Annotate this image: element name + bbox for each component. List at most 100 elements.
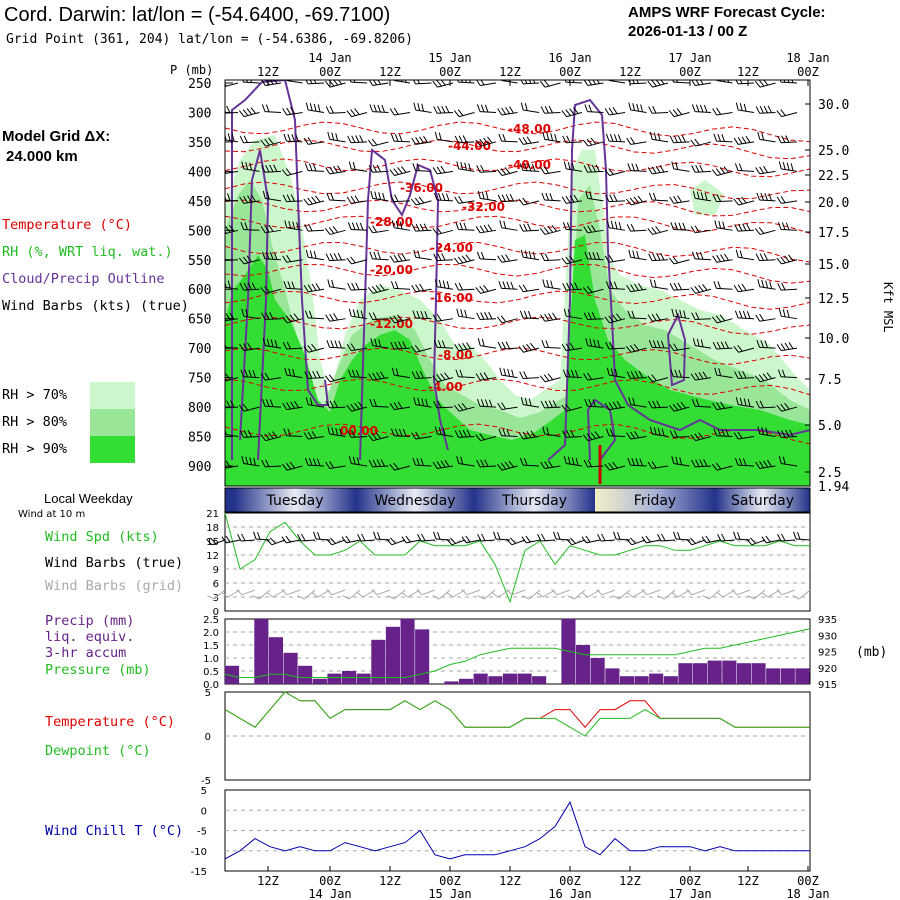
upper-wind-barb [389,401,411,411]
upper-wind-barb [325,252,346,262]
upper-wind-barb [281,461,303,471]
upper-wind-barb-feather [487,224,493,232]
upper-wind-barb-feather [245,309,249,317]
surface-wind-barb-staff [751,539,766,546]
upper-wind-barb-feather [434,426,438,435]
surface-wind-barb-staff [451,539,466,546]
temperature-contour-label: -8.00 [438,348,473,362]
upper-wind-barb-feather [739,103,743,111]
upper-wind-barb-feather [672,256,679,264]
upper-wind-barb-feather [541,339,545,348]
legend-temperature: Temperature (°C) [2,217,133,233]
upper-wind-barb-staff [286,200,303,203]
surface-wind-barb-feather [401,536,407,544]
upper-wind-barb [604,461,626,471]
upper-wind-barb-feather [703,104,708,113]
upper-wind-barb [757,279,776,290]
upper-wind-barb [260,224,282,234]
upper-wind-barb-feather [695,459,700,467]
upper-wind-barb-staff [501,318,518,324]
upper-wind-barb-feather [347,222,352,230]
surface-wind-barb-grid [686,588,706,596]
upper-wind-barb-feather [438,427,442,435]
temperature-contour [225,241,810,263]
weekday-axis-label: Local Weekday [44,491,133,506]
surface-wind-barb-grid [702,589,721,600]
surface-wind-barb-staff [240,539,256,542]
chill-y-tick: -5 [197,827,207,838]
temperature-contour [225,263,810,284]
upper-wind-barb-staff [307,229,325,232]
upper-wind-barb-feather [699,459,704,467]
upper-wind-barb [238,107,260,118]
upper-wind-barb-staff [522,464,540,467]
upper-wind-barb-staff [652,433,669,438]
surface-wind-barb-grid-staff [393,589,406,600]
bottom-hour-label: 00Z [797,874,819,888]
upper-wind-barb [241,308,260,320]
upper-wind-barb-feather [312,163,317,172]
upper-wind-barb-feather [583,373,589,381]
upper-wind-barb-feather [475,434,481,441]
precip-bar [590,658,605,684]
upper-wind-barb-staff [716,227,733,231]
upper-wind-barb [776,109,798,118]
upper-wind-barb [325,106,346,114]
upper-wind-barb-staff [738,347,755,353]
upper-wind-barb-staff [716,347,733,350]
upper-wind-barb-staff [458,228,475,231]
upper-wind-barb [777,369,798,379]
upper-wind-barb-feather [741,283,747,291]
upper-wind-barb-staff [480,141,497,147]
upper-wind-barb-feather [561,196,567,204]
surface-wind-barb-feather [345,535,351,543]
upper-wind-barb-feather [497,108,503,116]
upper-wind-barb-feather [227,133,231,141]
upper-wind-barb-feather [381,104,385,113]
upper-wind-barb-feather [609,194,614,202]
surface-wind-barb-grid-staff [483,589,496,600]
upper-wind-barb-staff [780,376,798,379]
upper-wind-barb-staff [587,405,604,408]
upper-wind-barb-staff [652,377,669,383]
upper-wind-barb-feather [543,374,550,382]
upper-wind-barb-feather [605,428,610,436]
upper-wind-barb-feather [453,110,460,117]
upper-wind-barb-feather [634,370,639,379]
upper-wind-barb-feather [700,339,704,348]
upper-wind-barb [325,165,346,175]
upper-wind-barb-feather [698,432,704,439]
upper-wind-barb-feather [304,224,309,232]
height-tick-label: 1.94 [818,480,849,495]
upper-wind-barb-feather [346,110,352,117]
upper-wind-barb-feather [331,427,335,435]
surface-wind-barb-staff [360,539,376,542]
surface-wind-barb-staff [526,539,541,544]
cloud-outline-2 [239,149,270,461]
upper-wind-barb-feather [225,227,227,234]
upper-wind-barb [389,253,411,263]
upper-wind-barb-feather [226,193,231,201]
pressure-tick-label: 350 [188,136,211,151]
upper-wind-barb-feather [583,226,589,234]
upper-wind-barb-staff [265,345,282,349]
upper-wind-barb-feather [608,107,614,115]
upper-wind-barb-feather [718,368,722,376]
upper-wind-barb-feather [346,343,352,351]
precip-bar [459,678,474,684]
upper-wind-barb-staff [307,317,325,320]
upper-wind-barb-feather [586,433,593,440]
upper-wind-barb-staff [609,374,626,379]
surface-wind-barb [281,535,301,544]
upper-wind-barb-staff [630,347,647,353]
upper-wind-barb [498,428,518,438]
upper-wind-barb-feather [476,459,481,468]
surface-wind-barb-grid-feather [416,588,423,596]
upper-wind-barb-staff [415,347,432,353]
upper-wind-barb-feather [777,369,782,377]
upper-wind-barb [776,342,798,352]
upper-wind-barb-feather [532,251,536,260]
upper-wind-barb-feather [241,455,245,464]
surface-wind-barb-grid-feather [702,595,710,600]
temperature-contour [225,423,810,445]
